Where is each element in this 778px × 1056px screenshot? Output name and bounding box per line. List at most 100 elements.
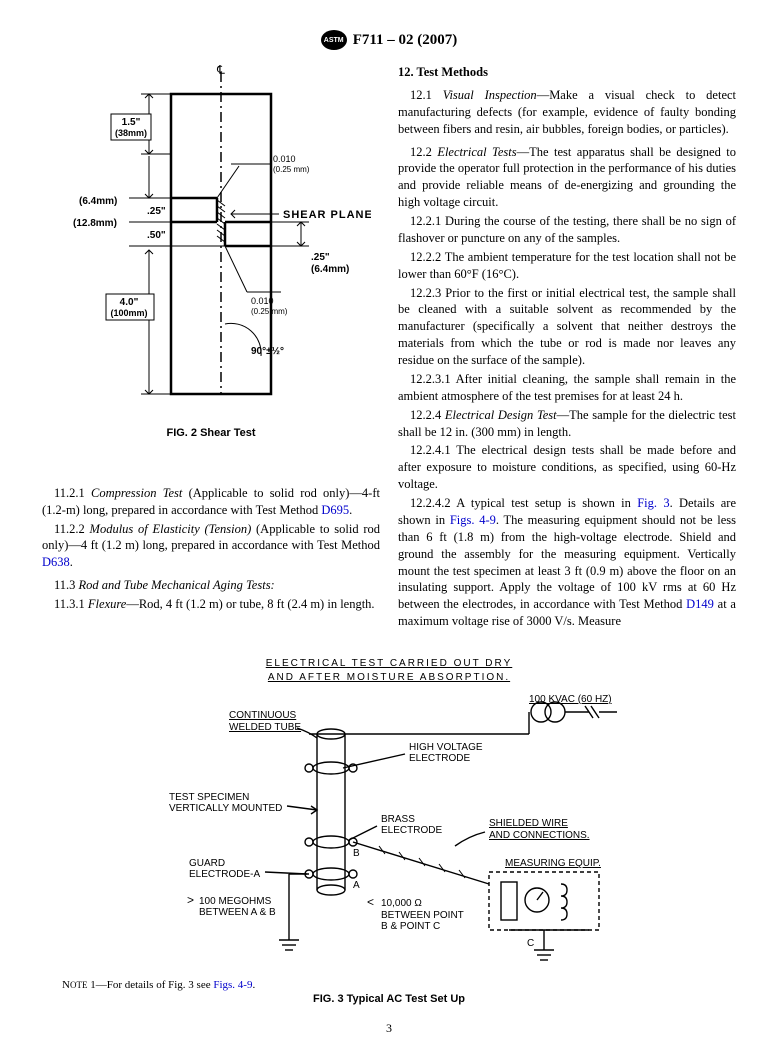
dim-38mm: (38mm) xyxy=(115,128,147,138)
link-figs4-9b[interactable]: Figs. 4-9 xyxy=(213,979,252,991)
lbl-meas: MEASURING EQUIP. xyxy=(505,858,601,869)
para-11-3-1: 11.3.1 Flexure—Rod, 4 ft (1.2 m) or tube… xyxy=(42,596,380,613)
shear-test-diagram: ℄ xyxy=(51,64,371,424)
link-fig3[interactable]: Fig. 3 xyxy=(637,496,669,510)
dim-1p5: 1.5" xyxy=(122,117,141,128)
tol-bot: 0.010 xyxy=(251,296,274,306)
dim-4p0: 4.0" xyxy=(120,297,139,308)
para-12-2: 12.2 Electrical Tests—The test apparatus… xyxy=(398,144,736,212)
link-d149[interactable]: D149 xyxy=(686,597,714,611)
lbl-c: C xyxy=(527,938,534,949)
lbl-meg1: 100 MEGOHMS xyxy=(199,896,272,907)
para-11-3: 11.3 Rod and Tube Mechanical Aging Tests… xyxy=(42,577,380,594)
lbl-bp1: BETWEEN POINT xyxy=(381,910,464,921)
txt: . xyxy=(349,503,352,517)
para-12-2-4-2: 12.2.4.2 A typical test setup is shown i… xyxy=(398,495,736,630)
para-12-2-1: 12.2.1 During the course of the testing,… xyxy=(398,213,736,247)
figure-3: ELECTRICAL TEST CARRIED OUT DRY AND AFTE… xyxy=(42,650,736,1005)
dim-50: .50" xyxy=(147,230,166,241)
num: 12.2 xyxy=(410,145,437,159)
num: 11.3 xyxy=(54,578,79,592)
para-12-1: 12.1 Visual Inspection—Make a visual che… xyxy=(398,87,736,138)
para-12-2-2: 12.2.2 The ambient temperature for the t… xyxy=(398,249,736,283)
lbl-spec1: TEST SPECIMEN xyxy=(169,792,249,803)
num: 12.2.4 xyxy=(410,408,445,422)
num: 11.3.1 xyxy=(54,597,88,611)
lbl-shield1: SHIELDED WIRE xyxy=(489,818,568,829)
fig3-note: NOTE 1—For details of Fig. 3 see Figs. 4… xyxy=(62,979,736,991)
note-ote: OTE xyxy=(70,980,88,990)
tolm-bot: (0.25 mm) xyxy=(251,307,288,316)
para-11-2-2: 11.2.2 Modulus of Elasticity (Tension) (… xyxy=(42,521,380,572)
lbl-tube1: CONTINUOUS xyxy=(229,710,297,721)
para-12-2-3: 12.2.3 Prior to the first or initial ele… xyxy=(398,285,736,369)
figure-2: ℄ xyxy=(42,64,380,441)
sec-12-title: 12. Test Methods xyxy=(398,64,736,81)
lbl-brass2: ELECTRODE xyxy=(381,825,442,836)
lbl-tube2: WELDED TUBE xyxy=(229,722,301,733)
para-12-2-3-1: 12.2.3.1 After initial cleaning, the sam… xyxy=(398,371,736,405)
centerline-label: ℄ xyxy=(216,64,225,77)
lbl-bp2: B & POINT C xyxy=(381,921,440,932)
lbl-10k: 10,000 Ω xyxy=(381,898,422,909)
lbl-guard1: GUARD xyxy=(189,858,225,869)
fig3-title2: AND AFTER MOISTURE ABSORPTION. xyxy=(268,672,510,683)
angle-label: 90°±½° xyxy=(251,346,284,357)
tol-top: 0.010 xyxy=(273,154,296,164)
lbl-guard2: ELECTRODE-A xyxy=(189,869,260,880)
doc-number: F711 – 02 (2007) xyxy=(353,32,458,49)
shear-plane-label: SHEAR PLANE xyxy=(283,209,371,221)
term: Visual Inspection xyxy=(443,88,537,102)
term: Flexure xyxy=(88,597,126,611)
term: Modulus of Elasticity (Tension) xyxy=(90,522,252,536)
num: 11.2.2 xyxy=(54,522,90,536)
lbl-hv1: HIGH VOLTAGE xyxy=(409,742,483,753)
link-d695[interactable]: D695 xyxy=(321,503,349,517)
page-number: 3 xyxy=(42,1021,736,1036)
tolm-top: (0.25 mm) xyxy=(273,165,310,174)
num: 11.2.1 xyxy=(54,486,91,500)
term: Electrical Tests xyxy=(437,145,516,159)
note-end: . xyxy=(252,979,255,991)
ac-test-setup-diagram: ELECTRICAL TEST CARRIED OUT DRY AND AFTE… xyxy=(109,650,669,970)
lbl-kvac: 100 KVAC (60 HZ) xyxy=(529,694,612,705)
lt-sym: < xyxy=(367,895,374,909)
astm-logo-icon: ASTM xyxy=(321,30,347,50)
lbl-brass1: BRASS xyxy=(381,814,415,825)
page: ASTM F711 – 02 (2007) ℄ xyxy=(0,0,778,1056)
lbl-b: B xyxy=(353,848,360,859)
dim-6p4a: (6.4mm) xyxy=(79,196,117,207)
dim-25a: .25" xyxy=(147,206,166,217)
dim-100mm: (100mm) xyxy=(110,308,147,318)
lbl-spec2: VERTICALLY MOUNTED xyxy=(169,803,282,814)
txt: . xyxy=(70,555,73,569)
right-column: 12. Test Methods 12.1 Visual Inspection—… xyxy=(398,64,736,632)
fig3-caption: FIG. 3 Typical AC Test Set Up xyxy=(42,993,736,1005)
lbl-a: A xyxy=(353,880,360,891)
para-12-2-4: 12.2.4 Electrical Design Test—The sample… xyxy=(398,407,736,441)
num: 12.1 xyxy=(410,88,443,102)
dim-25b: .25" xyxy=(311,252,330,263)
two-column-layout: ℄ xyxy=(42,64,736,632)
term: Compression Test xyxy=(91,486,182,500)
link-d638[interactable]: D638 xyxy=(42,555,70,569)
dim-6p4b: (6.4mm) xyxy=(311,264,349,275)
fig2-caption: FIG. 2 Shear Test xyxy=(42,426,380,441)
link-figs4-9[interactable]: Figs. 4-9 xyxy=(450,513,496,527)
term: Rod and Tube Mechanical Aging Tests: xyxy=(79,578,275,592)
lbl-meg2: BETWEEN A & B xyxy=(199,907,276,918)
term: Electrical Design Test xyxy=(445,408,557,422)
note-txt: 1—For details of Fig. 3 see xyxy=(87,979,213,991)
doc-header: ASTM F711 – 02 (2007) xyxy=(42,30,736,50)
dim-12p8: (12.8mm) xyxy=(73,218,117,229)
note-n: N xyxy=(62,979,70,991)
lbl-shield2: AND CONNECTIONS. xyxy=(489,830,590,841)
para-12-2-4-1: 12.2.4.1 The electrical design tests sha… xyxy=(398,442,736,493)
fig3-title1: ELECTRICAL TEST CARRIED OUT DRY xyxy=(266,658,513,669)
txt: 12.2.4.2 A typical test setup is shown i… xyxy=(410,496,637,510)
gt-sym: > xyxy=(187,893,194,907)
left-column: ℄ xyxy=(42,64,380,632)
txt: —Rod, 4 ft (1.2 m) or tube, 8 ft (2.4 m)… xyxy=(126,597,374,611)
para-11-2-1: 11.2.1 Compression Test (Applicable to s… xyxy=(42,485,380,519)
lbl-hv2: ELECTRODE xyxy=(409,753,470,764)
